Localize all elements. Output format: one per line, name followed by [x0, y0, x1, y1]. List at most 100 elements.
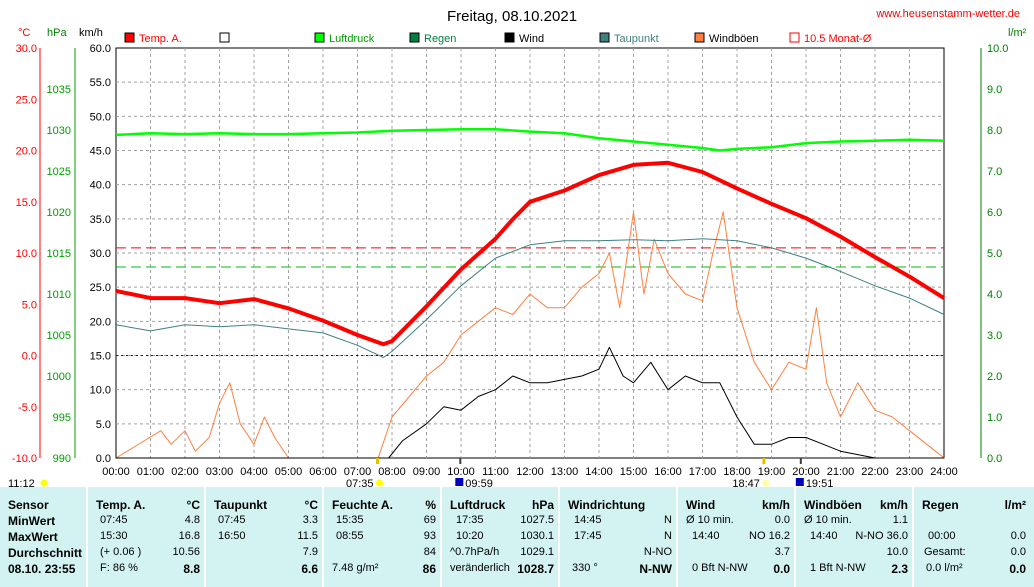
rain-min-time: 00:00 — [928, 530, 956, 542]
durchschnitt-label: Durchschnitt — [8, 546, 83, 560]
hum-max: 93 — [423, 530, 436, 542]
hum-min: 69 — [423, 514, 436, 526]
temp-tick-label: 30.0 — [16, 43, 37, 55]
temp-foot-left: F: 86 % — [100, 562, 138, 574]
weather-chart: Freitag, 08.10.2021 www.heusenstamm-wett… — [8, 8, 1027, 487]
hum-avg: 84 — [423, 546, 436, 558]
sensor-title: Sensor — [8, 498, 49, 512]
wind-tick-label: 15.0 — [90, 351, 111, 363]
maxwert-label: MaxWert — [8, 530, 58, 544]
legend-label: Luftdruck — [329, 33, 375, 45]
rain-tick-label: 8.0 — [987, 125, 1002, 137]
pressure-column: Luftdruck hPa 17:35 1027.5 10:20 1030.1 … — [440, 487, 560, 587]
series-temp-a — [115, 160, 946, 347]
temp-avg-label: (+ 0.06 ) — [100, 546, 142, 558]
hum-current: 86 — [422, 562, 436, 576]
moon-phase-icon — [795, 478, 804, 486]
press-max: 1030.1 — [520, 530, 554, 542]
series-luftdruck — [115, 127, 945, 152]
wind-unit: km/h — [761, 498, 790, 512]
temp-tick-label: -10.0 — [12, 453, 37, 465]
x-tick-label: 05:00 — [275, 466, 303, 478]
temp-unit: °C — [186, 498, 200, 512]
rain-unit-label: l/m² — [1008, 27, 1027, 39]
wind-tick-label: 5.0 — [96, 419, 111, 431]
pressure-tick-label: 1015 — [47, 248, 71, 260]
legend-swatch — [789, 32, 800, 43]
legend-swatch — [599, 32, 610, 43]
legend-label: Windböen — [709, 33, 759, 45]
x-tick-label: 02:00 — [171, 466, 199, 478]
wind-tick-label: 45.0 — [90, 146, 111, 158]
website-label[interactable]: www.heusenstamm-wetter.de — [875, 8, 1020, 20]
dew-current: 6.6 — [301, 562, 318, 576]
x-tick-label: 06:00 — [309, 466, 337, 478]
x-tick-label: 11:00 — [482, 466, 509, 478]
sun-icon — [762, 479, 770, 487]
press-trend: ^0.7hPa/h — [450, 546, 500, 558]
temp-min: 4.8 — [184, 514, 200, 526]
moon-icon — [40, 479, 48, 487]
legend-label: 10.5 Monat-Ø — [804, 33, 872, 45]
pressure-tick-label: 1000 — [47, 371, 71, 383]
temp-current: 8.8 — [183, 562, 200, 576]
gust-min-label: Ø 10 min. — [804, 514, 852, 526]
x-tick-label: 19:00 — [758, 466, 786, 478]
wind-avg: 3.7 — [774, 546, 790, 558]
rain-tick-label: 7.0 — [987, 166, 1002, 178]
legend-label: Regen — [424, 33, 456, 45]
rain-tick-label: 2.0 — [987, 371, 1002, 383]
rain-tick-label: 0.0 — [987, 453, 1002, 465]
wind-tick-label: 50.0 — [90, 111, 111, 123]
series-taupunkt — [115, 238, 945, 358]
moon-label: 09:59 — [465, 478, 493, 487]
rain-column: Regen l/m² 00:00 0.0 Gesamt: 0.0 0.0 l/m… — [912, 487, 1034, 587]
x-tick-label: 23:00 — [896, 466, 924, 478]
rain-current: 0.0 — [1009, 562, 1026, 576]
wind-tick-label: 30.0 — [90, 248, 111, 260]
moon-phase-icon — [455, 478, 464, 486]
temp-title: Temp. A. — [96, 498, 146, 512]
sun-icon — [376, 479, 384, 487]
minwert-label: MinWert — [8, 514, 56, 528]
dew-min: 3.3 — [302, 514, 318, 526]
wind-tick-label: 40.0 — [90, 180, 111, 192]
dew-avg: 7.9 — [302, 546, 318, 558]
sunrise-label: 07:35 — [346, 478, 374, 487]
x-tick-label: 08:00 — [378, 466, 406, 478]
dew-max: 11.5 — [297, 530, 318, 542]
gust-unit: km/h — [879, 498, 908, 512]
x-tick-label: 01:00 — [137, 466, 165, 478]
wind-column: Wind km/h Ø 10 min. 0.0 14:40 NO 16.2 3.… — [676, 487, 796, 587]
wind-foot-left: 0 Bft N-NW — [692, 562, 748, 574]
legend-swatch — [219, 32, 230, 43]
pressure-tick-label: 1005 — [47, 330, 71, 342]
legend-swatch — [409, 32, 420, 43]
x-tick-label: 13:00 — [551, 466, 579, 478]
gust-title: Windböen — [804, 498, 862, 512]
wind-min-label: Ø 10 min. — [686, 514, 734, 526]
dewpoint-column: Taupunkt °C 07:45 3.3 16:50 11.5 7.9 6.6 — [204, 487, 324, 587]
temp-max: 16.8 — [178, 530, 200, 542]
dir-min: N — [664, 514, 672, 526]
temp-tick-label: 20.0 — [16, 146, 37, 158]
hum-foot-left: 7.48 g/m² — [332, 562, 379, 574]
summary-panel: Sensor MinWert MaxWert Durchschnitt 08.1… — [0, 487, 1034, 587]
x-tick-label: 03:00 — [206, 466, 234, 478]
pressure-tick-label: 995 — [53, 412, 71, 424]
wind-tick-label: 60.0 — [90, 43, 111, 55]
rain-tick-label: 9.0 — [987, 84, 1002, 96]
moonset-label: 19:51 — [806, 478, 834, 487]
x-tick-label: 10:00 — [447, 466, 475, 478]
x-tick-label: 07:00 — [344, 466, 372, 478]
rain-tick-label: 6.0 — [987, 207, 1002, 219]
gust-max: N-NO 36.0 — [855, 530, 908, 542]
wind-tick-label: 25.0 — [90, 282, 111, 294]
dew-title: Taupunkt — [214, 498, 268, 512]
temp-tick-label: 5.0 — [22, 299, 37, 311]
chart-title: Freitag, 08.10.2021 — [447, 8, 577, 25]
wind-unit-label: km/h — [79, 27, 103, 39]
hum-unit: % — [425, 498, 436, 512]
x-tick-label: 22:00 — [861, 466, 889, 478]
press-foot-left: veränderlich — [450, 562, 510, 574]
